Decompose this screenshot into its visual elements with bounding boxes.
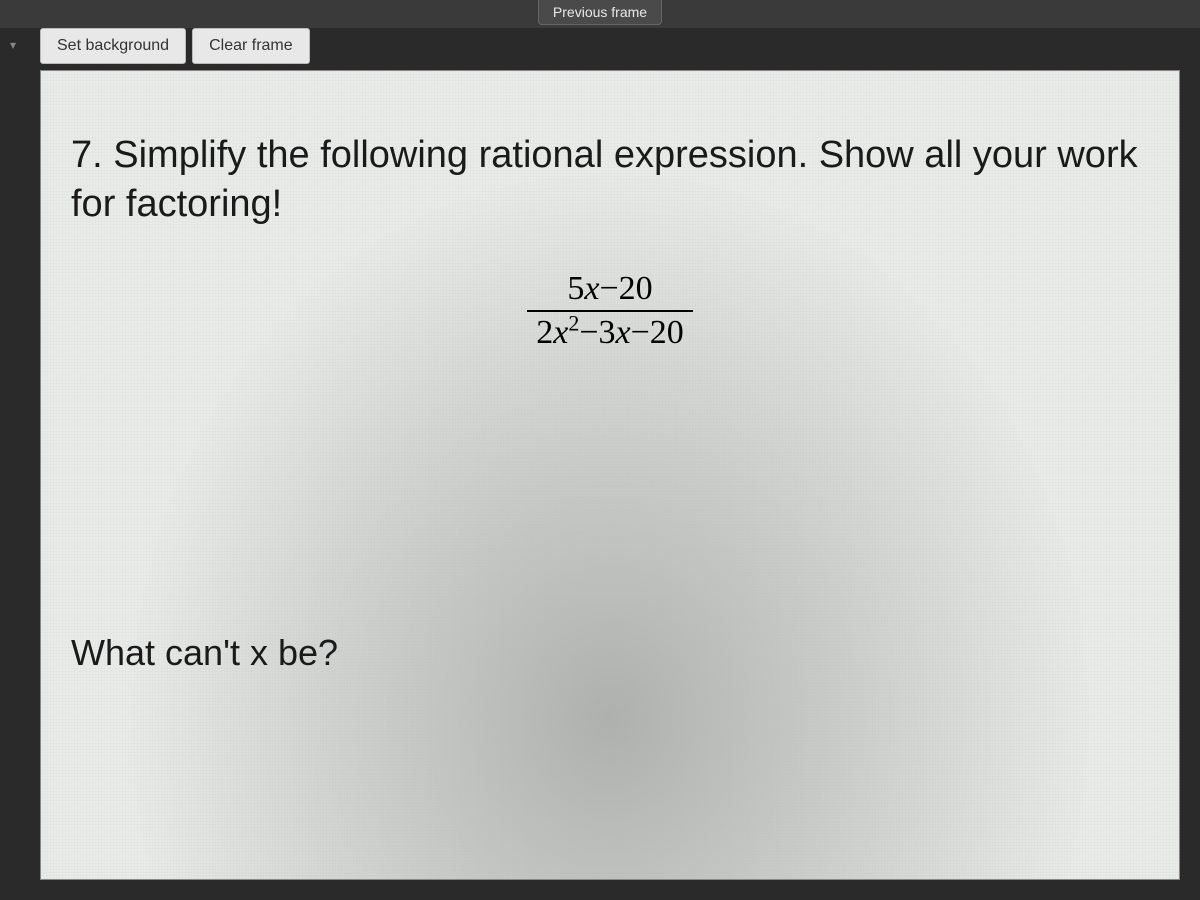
followup-question: What can't x be? (71, 632, 1149, 674)
expression-numerator: 5x−20 (527, 270, 692, 312)
frame-toolbar: Set background Clear frame (40, 28, 310, 64)
question-prompt: 7. Simplify the following rational expre… (71, 131, 1149, 230)
top-toolbar: Previous frame (0, 0, 1200, 28)
expression-denominator: 2x2−3x−20 (527, 312, 692, 352)
clear-frame-button[interactable]: Clear frame (192, 28, 310, 64)
rational-expression: 5x−20 2x2−3x−20 (527, 270, 692, 352)
chevron-down-icon[interactable]: ▾ (10, 38, 16, 52)
expression-container: 5x−20 2x2−3x−20 (71, 270, 1149, 352)
slide-canvas[interactable]: 7. Simplify the following rational expre… (40, 70, 1180, 880)
previous-frame-button[interactable]: Previous frame (538, 0, 662, 25)
set-background-button[interactable]: Set background (40, 28, 186, 64)
